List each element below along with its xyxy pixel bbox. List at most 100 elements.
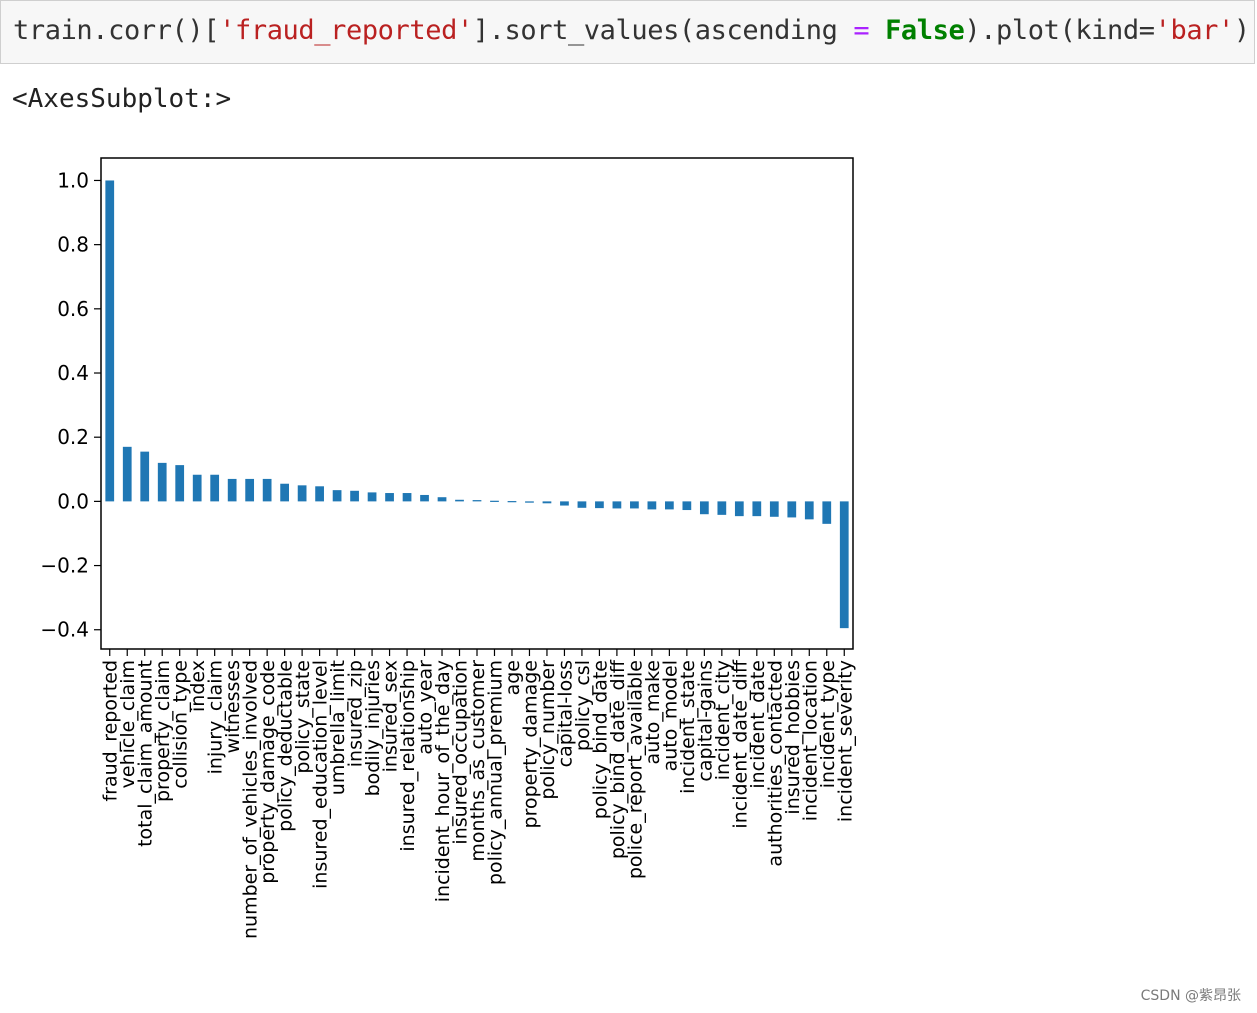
- bar-index: [192, 474, 202, 502]
- x-tick-label: vehicle_claim: [117, 660, 139, 788]
- code-close-paren: ): [1233, 15, 1250, 46]
- bar-police_report_available: [630, 501, 639, 509]
- x-tick-label: insured_zip: [345, 660, 367, 767]
- y-axis: 1.0 0.8 0.6 0.4 0.2 0.0 −0.2 −0.4: [40, 168, 101, 642]
- x-tick-label: policy_number: [537, 660, 559, 800]
- bar-incident_location: [804, 501, 814, 520]
- bar-property_damage: [525, 501, 534, 503]
- code-kind-string: 'bar': [1154, 15, 1235, 46]
- bar-auto_make: [647, 501, 657, 510]
- x-tick-label: months_as_customer: [467, 660, 489, 862]
- y-tick-label: 1.0: [57, 168, 89, 192]
- x-tick-label: incident_date_diff: [729, 659, 751, 828]
- x-tick-label: insured_occupation: [450, 660, 472, 845]
- x-tick-label: index: [187, 660, 209, 712]
- x-tick-label: number_of_vehicles_involved: [240, 660, 262, 939]
- bar-policy_csl: [577, 501, 587, 508]
- code-cell[interactable]: train.corr()['fraud_reported'].sort_valu…: [0, 0, 1255, 64]
- x-tick-label: incident_state: [677, 660, 699, 794]
- x-tick-label: authorities_contacted: [764, 660, 786, 867]
- bar-insured_education_level: [315, 486, 324, 502]
- x-tick-label: incident_type: [817, 660, 839, 788]
- bar-incident_date: [752, 501, 762, 517]
- x-tick-label: capital-loss: [554, 660, 576, 767]
- x-tick-label: auto_make: [642, 660, 664, 764]
- plot-frame: [100, 157, 854, 650]
- x-tick-label: capital-gains: [694, 660, 716, 782]
- code-column-string: 'fraud_reported': [219, 15, 473, 46]
- x-tick-label: policy_deductable: [275, 660, 297, 832]
- bar-insured_zip: [350, 490, 359, 502]
- bar-capital-gains: [699, 501, 709, 515]
- bar-insured_relationship: [402, 493, 412, 502]
- bar-fraud_reported: [105, 180, 115, 502]
- x-tick-label: collision_type: [170, 660, 192, 789]
- bar-collision_type: [175, 465, 185, 502]
- x-tick-label: incident_hour_of_the_day: [432, 660, 454, 902]
- x-tick-label: insured_sex: [380, 660, 402, 772]
- bar-policy_number: [542, 501, 552, 504]
- y-tick-label: −0.4: [40, 618, 89, 642]
- x-tick-label: incident_city: [712, 660, 734, 780]
- bar-insured_sex: [385, 493, 394, 502]
- bar-incident_type: [822, 501, 832, 524]
- x-tick-label: policy_bind_date: [589, 660, 611, 819]
- x-tick-label: injury_claim: [205, 660, 227, 774]
- bar-total_claim_amount: [140, 451, 150, 502]
- x-tick-label: incident_severity: [834, 660, 856, 822]
- x-tick-label: property_damage: [519, 660, 541, 828]
- bar-age: [507, 501, 517, 503]
- x-tick-label: witnesses: [222, 660, 244, 753]
- code-bool-keyword: False: [885, 15, 965, 46]
- x-tick-label: insured_hobbies: [782, 660, 804, 815]
- bar-series: [105, 180, 849, 629]
- bar-injury_claim: [210, 474, 220, 502]
- bar-months_as_customer: [472, 500, 482, 502]
- x-tick-label: police_report_available: [624, 660, 646, 879]
- y-tick-label: 0.2: [57, 425, 89, 449]
- bar-insured_hobbies: [787, 501, 797, 518]
- code-equals-operator: =: [853, 15, 870, 46]
- bar-incident_date_diff: [734, 501, 744, 517]
- bar-chart: 1.0 0.8 0.6 0.4 0.2 0.0 −0.2 −0.4 fraud_reporte…: [40, 157, 856, 939]
- bar-policy_annual_premium: [490, 500, 499, 502]
- bar-policy_bind_date: [595, 501, 604, 509]
- x-tick-label: policy_csl: [572, 660, 594, 751]
- x-tick-label: incident_date: [747, 660, 769, 789]
- x-tick-label: policy_annual_premium: [484, 660, 506, 885]
- y-tick-label: 0.8: [57, 233, 89, 257]
- x-tick-label: auto_year: [415, 660, 437, 755]
- x-tick-label: bodily_injuries: [362, 660, 384, 796]
- y-tick-label: 0.0: [57, 489, 89, 513]
- code-line[interactable]: train.corr()['fraud_reported'].sort_valu…: [13, 15, 1250, 46]
- bar-property_claim: [157, 462, 167, 502]
- code-plot-call: ).plot(kind=: [964, 15, 1155, 46]
- x-tick-label: policy_bind_date_diff: [607, 659, 629, 859]
- bar-witnesses: [227, 478, 237, 502]
- x-tick-label: auto_model: [659, 660, 681, 771]
- x-tick-label: policy_state: [292, 660, 314, 774]
- bar-incident_severity: [839, 501, 849, 629]
- y-tick-label: 0.4: [57, 361, 89, 385]
- output-repr: <AxesSubplot:>: [12, 84, 232, 114]
- y-tick-label: 0.6: [57, 297, 89, 321]
- bar-insured_occupation: [455, 499, 464, 502]
- x-tick-label: insured_education_level: [310, 660, 332, 889]
- bar-property_damage_code: [262, 478, 272, 502]
- x-tick-label: property_claim: [152, 660, 174, 802]
- bar-bodily_injuries: [367, 492, 377, 502]
- x-tick-label: incident_location: [799, 660, 821, 821]
- bar-auto_year: [420, 494, 429, 502]
- y-tick-label: −0.2: [40, 554, 89, 578]
- bar-number_of_vehicles_involved: [245, 478, 255, 502]
- x-tick-label: age: [502, 660, 524, 695]
- bar-authorities_contacted: [769, 501, 779, 517]
- bar-policy_state: [297, 485, 307, 502]
- watermark-text: CSDN @紫昂张: [1140, 988, 1241, 1004]
- bar-policy_deductable: [280, 483, 289, 502]
- x-tick-label: fraud_reported: [100, 660, 122, 802]
- bar-incident_state: [682, 501, 692, 511]
- bar-incident_city: [717, 501, 727, 515]
- bar-auto_model: [665, 501, 674, 510]
- x-tick-label: insured_relationship: [397, 660, 419, 852]
